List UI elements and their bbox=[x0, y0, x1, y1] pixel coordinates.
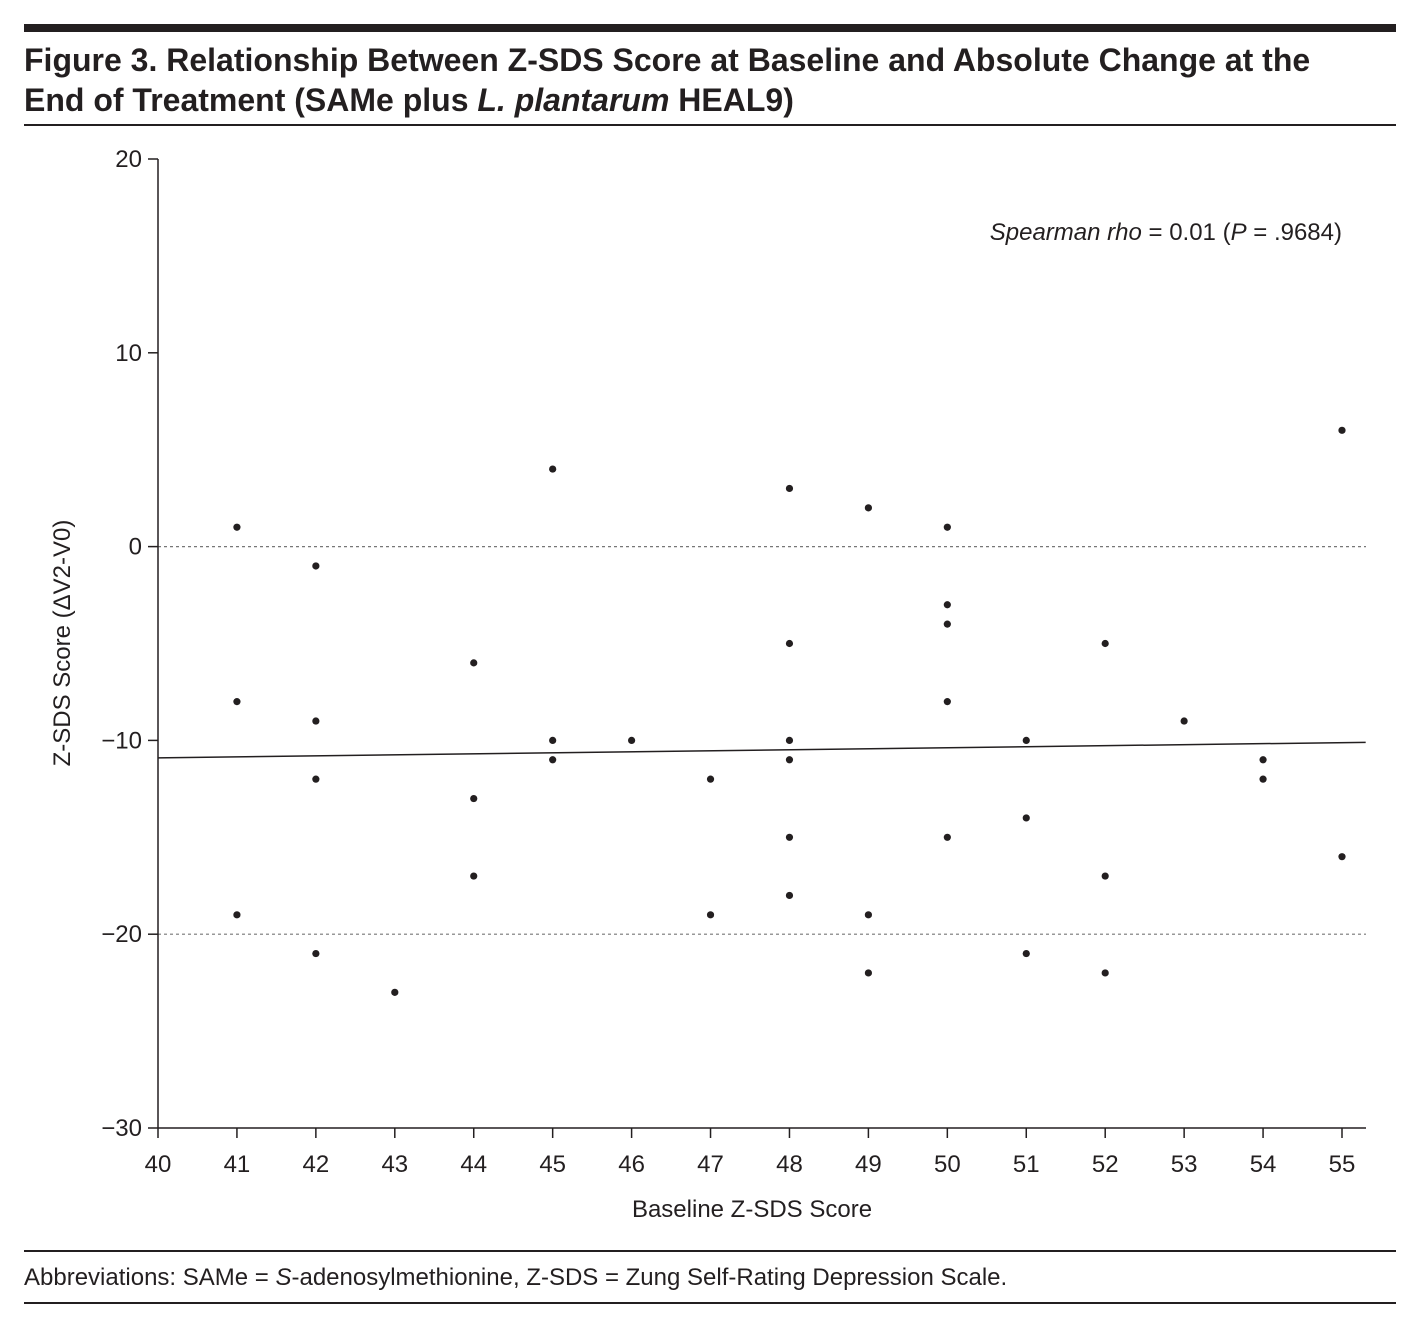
data-point bbox=[785, 736, 794, 745]
x-tick-label: 54 bbox=[1250, 1151, 1277, 1178]
footnote-b: -adenosylmethionine, Z-SDS = Zung Self-R… bbox=[291, 1264, 1008, 1291]
data-point bbox=[1101, 639, 1109, 648]
data-point bbox=[943, 698, 951, 706]
annotation-italic: Spearman rho bbox=[990, 219, 1142, 246]
data-point bbox=[1338, 426, 1346, 434]
footnote-rule-top bbox=[24, 1250, 1396, 1252]
data-point bbox=[943, 620, 951, 628]
data-point bbox=[785, 891, 794, 900]
footnote-a: Abbreviations: SAMe = bbox=[24, 1264, 276, 1291]
y-tick-label: 20 bbox=[115, 146, 142, 173]
x-tick-label: 41 bbox=[224, 1151, 251, 1178]
data-point bbox=[1101, 872, 1109, 880]
data-point bbox=[312, 949, 320, 958]
data-point bbox=[1022, 949, 1030, 958]
annotation-end: = .9684) bbox=[1247, 219, 1342, 246]
x-tick-label: 52 bbox=[1092, 1151, 1119, 1178]
x-tick-label: 40 bbox=[145, 1151, 172, 1178]
y-tick-label: −30 bbox=[101, 1115, 142, 1142]
data-point bbox=[391, 988, 399, 996]
x-tick-label: 44 bbox=[460, 1151, 487, 1178]
y-tick-label: −10 bbox=[101, 727, 142, 754]
x-tick-label: 45 bbox=[539, 1151, 566, 1178]
data-point bbox=[470, 659, 478, 667]
data-point bbox=[233, 698, 241, 706]
footnote-rule-bottom bbox=[24, 1302, 1396, 1304]
data-point bbox=[864, 911, 873, 919]
y-axis-label: Z-SDS Score (ΔV2-V0) bbox=[49, 520, 76, 767]
footnote: Abbreviations: SAMe = S-adenosylmethioni… bbox=[24, 1264, 1007, 1292]
data-point bbox=[706, 775, 715, 783]
data-point bbox=[549, 736, 557, 745]
figure-title: Figure 3. Relationship Between Z-SDS Sco… bbox=[24, 40, 1404, 120]
data-point bbox=[1180, 717, 1188, 725]
data-point bbox=[470, 794, 478, 803]
data-point bbox=[233, 523, 241, 531]
footnote-italic: S bbox=[275, 1264, 292, 1291]
data-point bbox=[785, 639, 794, 648]
data-point bbox=[312, 775, 320, 783]
data-point bbox=[943, 523, 951, 531]
data-point bbox=[1101, 969, 1109, 977]
x-tick-label: 47 bbox=[697, 1151, 724, 1178]
x-tick-label: 55 bbox=[1329, 1151, 1356, 1178]
data-point bbox=[549, 756, 557, 764]
regression-line bbox=[157, 741, 1366, 759]
data-point bbox=[943, 833, 951, 841]
data-point bbox=[1022, 814, 1030, 822]
data-point bbox=[1338, 853, 1346, 861]
data-point bbox=[233, 911, 241, 919]
title-line-2: End of Treatment (SAMe plus L. plantarum… bbox=[24, 80, 1404, 120]
data-point bbox=[1259, 775, 1267, 783]
y-tick-label: 10 bbox=[115, 340, 142, 367]
x-tick-label: 48 bbox=[776, 1151, 803, 1178]
top-bar bbox=[24, 24, 1396, 32]
title-line-1: Figure 3. Relationship Between Z-SDS Sco… bbox=[24, 42, 1311, 78]
data-point bbox=[864, 969, 873, 977]
x-tick-label: 51 bbox=[1013, 1151, 1040, 1178]
annotation-rest: = 0.01 ( bbox=[1142, 219, 1231, 246]
x-tick-label: 42 bbox=[303, 1151, 330, 1178]
x-tick-label: 46 bbox=[618, 1151, 645, 1178]
x-axis-label: Baseline Z-SDS Score bbox=[632, 1196, 872, 1223]
data-point bbox=[470, 872, 478, 880]
title-part-b: HEAL9) bbox=[669, 82, 794, 118]
data-point bbox=[785, 484, 794, 493]
title-rule bbox=[24, 124, 1396, 126]
data-point bbox=[864, 504, 873, 512]
data-point bbox=[1259, 756, 1267, 764]
y-tick-label: 0 bbox=[129, 534, 142, 561]
data-point bbox=[706, 911, 715, 919]
data-point bbox=[1022, 736, 1030, 745]
data-point bbox=[785, 833, 794, 841]
x-tick-label: 49 bbox=[855, 1151, 882, 1178]
y-tick-label: −20 bbox=[101, 921, 142, 948]
x-tick-label: 50 bbox=[934, 1151, 961, 1178]
spearman-annotation: Spearman rho = 0.01 (P = .9684) bbox=[990, 219, 1342, 246]
data-point bbox=[628, 736, 636, 745]
data-point bbox=[943, 601, 951, 609]
data-point bbox=[785, 756, 794, 764]
x-tick-label: 53 bbox=[1171, 1151, 1198, 1178]
title-part-a: End of Treatment (SAMe plus bbox=[24, 82, 478, 118]
data-point bbox=[312, 717, 320, 725]
title-part-italic: L. plantarum bbox=[477, 82, 670, 118]
data-point bbox=[549, 465, 557, 473]
data-point bbox=[312, 562, 320, 570]
annotation-p: P bbox=[1231, 219, 1247, 246]
x-tick-label: 43 bbox=[381, 1151, 408, 1178]
